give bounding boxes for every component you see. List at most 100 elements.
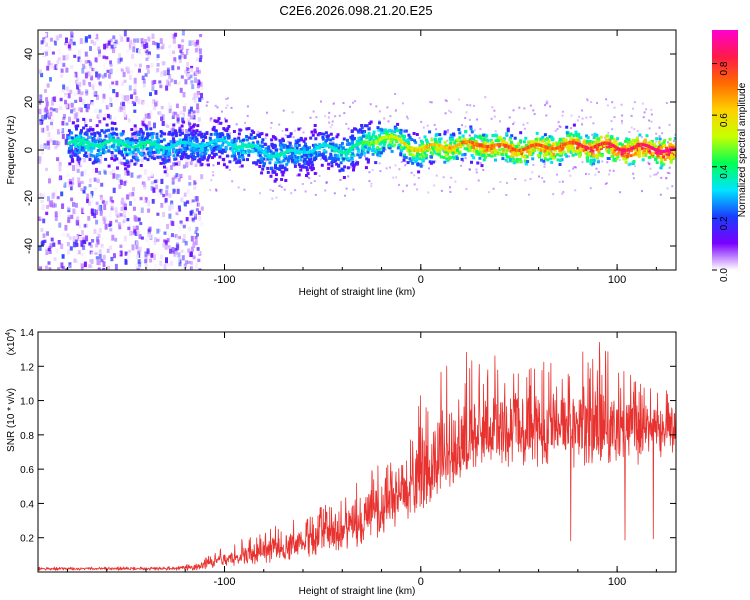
ridge-cell (501, 139, 505, 142)
noise-cell (123, 181, 127, 186)
noise-cell (74, 45, 78, 49)
noise-cell (108, 84, 112, 90)
ridge-cell (286, 158, 290, 162)
noise-cell (581, 109, 584, 112)
ridge-cell (495, 134, 499, 138)
ridge-cell (556, 142, 559, 146)
noise-cell (191, 84, 195, 90)
ridge-cell (658, 137, 662, 141)
noise-cell (385, 167, 388, 170)
noise-cell (102, 268, 106, 270)
noise-cell (153, 254, 156, 260)
noise-cell (135, 115, 139, 120)
noise-cell (94, 108, 98, 114)
noise-cell (141, 147, 145, 152)
ridge-cell (279, 146, 283, 150)
ridge-cell (428, 147, 432, 151)
noise-cell (139, 52, 143, 56)
ridge-cell (565, 144, 569, 148)
noise-cell (101, 246, 105, 251)
noise-cell (109, 97, 113, 103)
ridge-cell (135, 156, 139, 160)
ridge-cell (216, 147, 220, 151)
ridge-cell (264, 148, 268, 152)
noise-cell (98, 49, 101, 54)
noise-cell (182, 187, 186, 193)
noise-cell (168, 213, 172, 219)
noise-cell (655, 173, 658, 176)
noise-cell (171, 233, 174, 238)
ridge-cell (433, 137, 437, 141)
ridge-cell (610, 155, 614, 158)
noise-cell (127, 118, 131, 123)
noise-cell (61, 121, 65, 126)
noise-cell (131, 103, 135, 110)
noise-cell (130, 172, 134, 178)
noise-cell (572, 167, 575, 170)
ridge-cell (520, 154, 524, 158)
noise-cell (329, 126, 332, 129)
ridge-cell (266, 155, 270, 159)
noise-cell (119, 106, 123, 110)
noise-cell (88, 72, 92, 78)
noise-cell (138, 63, 142, 68)
noise-cell (665, 177, 667, 180)
ridge-cell (658, 142, 662, 146)
noise-cell (173, 57, 177, 63)
ridge-cell (656, 154, 660, 158)
noise-cell (98, 249, 102, 254)
ridge-cell (420, 146, 424, 150)
ridge-cell (437, 138, 441, 142)
noise-cell (198, 151, 202, 155)
noise-cell (102, 216, 106, 220)
noise-cell (128, 249, 132, 254)
ridge-cell (242, 151, 246, 155)
noise-cell (68, 182, 72, 187)
noise-cell (454, 180, 457, 183)
ridge-cell (668, 137, 672, 141)
noise-cell (668, 172, 671, 175)
ridge-cell (191, 137, 195, 140)
noise-cell (135, 225, 139, 230)
noise-cell (138, 68, 141, 73)
noise-cell (123, 215, 127, 219)
ridge-cell (69, 136, 73, 140)
ridge-cell (384, 128, 387, 132)
noise-cell (499, 181, 502, 183)
noise-cell (93, 177, 97, 182)
ridge-cell (484, 134, 488, 137)
ridge-cell (459, 144, 463, 148)
ridge-cell (184, 137, 187, 141)
ridge-cell (209, 132, 213, 136)
ridge-cell (572, 134, 576, 137)
noise-cell (429, 101, 432, 104)
ridge-cell (407, 133, 411, 137)
ridge-cell (660, 161, 664, 165)
noise-cell (102, 93, 106, 100)
ridge-cell (96, 157, 100, 161)
ridge-cell (77, 143, 81, 147)
noise-cell (76, 168, 80, 173)
noise-cell (91, 212, 95, 216)
ridge-cell (624, 139, 627, 143)
ridge-cell (366, 160, 370, 164)
ridge-cell (185, 155, 189, 158)
noise-cell (126, 30, 130, 37)
ridge-cell (448, 144, 452, 148)
ridge-cell (501, 147, 505, 151)
noise-cell (160, 203, 164, 208)
noise-cell (186, 189, 190, 194)
ridge-cell (70, 157, 74, 161)
noise-cell (77, 177, 81, 184)
noise-cell (435, 174, 438, 177)
noise-cell (349, 105, 351, 108)
ridge-cell (493, 151, 497, 155)
noise-cell (446, 131, 449, 134)
noise-cell (178, 259, 182, 264)
noise-cell (45, 249, 49, 256)
ridge-cell (157, 146, 161, 150)
noise-cell (172, 61, 176, 66)
ridge-cell (275, 151, 279, 155)
noise-cell (138, 233, 142, 240)
noise-cell (149, 244, 153, 250)
